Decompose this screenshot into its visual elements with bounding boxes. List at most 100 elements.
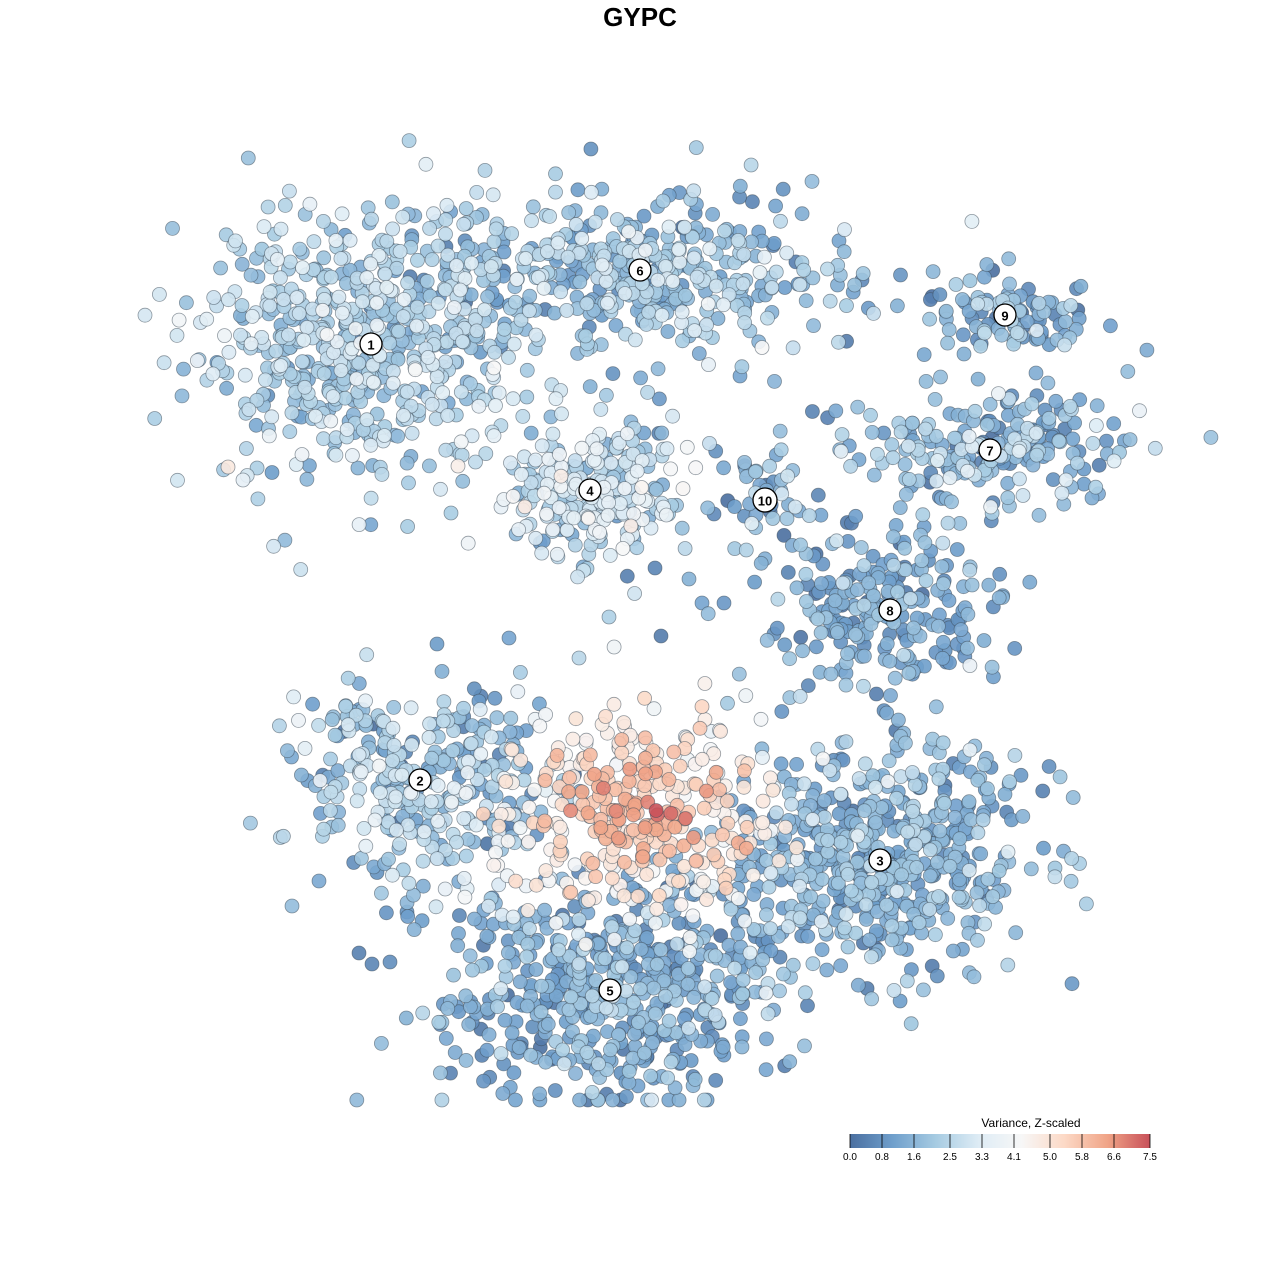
data-point [662,843,677,859]
data-point [661,772,677,787]
colorbar-tick-label: 3.3 [975,1152,989,1163]
data-point [789,840,804,856]
data-point [394,767,410,783]
data-point [217,328,232,344]
data-point [377,266,393,282]
data-point [805,404,820,419]
data-point [379,233,395,249]
data-point [1023,861,1039,877]
data-point [960,463,975,479]
data-point [390,428,406,444]
cluster-label-text: 7 [986,444,993,459]
data-point [614,959,630,975]
data-point [1002,774,1017,790]
data-point [752,265,768,280]
data-point [765,511,781,526]
data-point [1007,641,1023,656]
data-point [262,298,278,314]
data-point [678,811,693,826]
data-point [956,346,972,362]
data-point [342,232,358,248]
data-point [809,639,824,655]
data-point [471,398,487,414]
data-point [970,296,986,312]
data-point [870,446,885,462]
data-point [655,193,671,209]
data-point [686,830,701,845]
data-point [275,828,291,844]
data-point [914,553,930,568]
cluster-label-8: 8 [878,598,902,622]
data-point [803,889,819,905]
data-point [979,257,995,272]
data-point [782,1054,798,1070]
data-point [708,278,724,294]
data-point [654,307,670,323]
data-point [424,396,440,412]
data-point [985,889,1001,904]
data-point [506,336,522,352]
data-point [961,429,977,444]
data-point [178,295,194,311]
data-point [509,271,525,287]
data-point [928,927,943,943]
data-point [515,408,531,424]
data-point [432,1065,448,1081]
data-point [363,437,379,453]
data-point [1064,851,1079,866]
data-point [730,891,746,906]
data-point [763,921,778,936]
data-point [856,678,871,694]
cluster-label-text: 8 [886,604,893,619]
cluster-label-text: 3 [876,854,883,869]
data-point [532,1086,547,1102]
data-point [505,391,521,407]
data-point [792,277,808,293]
data-point [328,233,344,248]
data-point [1065,790,1081,805]
data-point [438,442,454,458]
data-point [1058,472,1074,488]
data-point [452,282,468,298]
data-point [938,303,954,319]
cluster-label-text: 10 [758,494,772,509]
data-point [1022,574,1038,590]
data-point [764,280,780,295]
data-point [840,646,855,662]
data-point [604,919,620,935]
data-point [399,455,415,471]
data-point [816,793,832,808]
data-point [548,184,563,200]
data-point [744,516,760,531]
data-point [735,986,750,1002]
data-point [918,421,933,437]
data-point [934,559,950,575]
data-point [462,948,478,964]
data-point [708,764,724,780]
data-point [460,765,476,781]
data-point [680,961,696,976]
data-point [488,398,503,413]
data-point [615,541,631,556]
data-point [820,261,835,277]
data-point [682,930,698,945]
data-point [257,372,273,388]
data-point [868,815,883,830]
data-point [534,438,550,454]
data-point [1063,298,1079,313]
data-point [469,184,485,200]
colorbar-tick-label: 6.6 [1107,1152,1121,1163]
data-point [1106,453,1122,469]
data-point [970,932,985,948]
data-point [1013,767,1029,783]
data-point [653,942,669,958]
data-point [667,1080,683,1096]
data-point [780,468,795,484]
data-point [329,334,345,350]
data-point [918,573,934,588]
data-point [548,391,564,407]
data-point [480,289,496,305]
data-point [928,473,944,489]
data-point [392,836,408,852]
data-point [929,968,945,984]
